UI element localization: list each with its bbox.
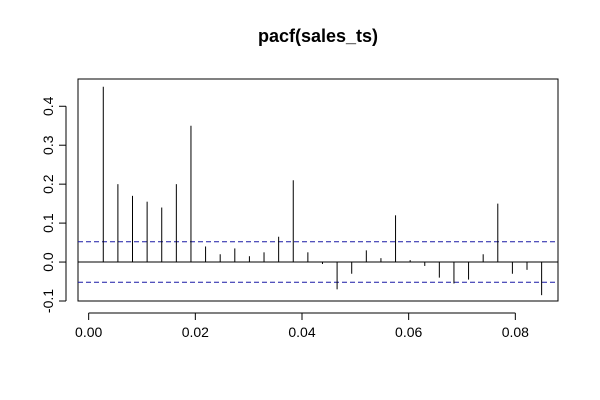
chart-title: pacf(sales_ts) — [258, 26, 378, 46]
y-tick-label: 0.0 — [40, 252, 56, 272]
y-tick-label: 0.2 — [40, 174, 56, 194]
y-tick-label: 0.3 — [40, 135, 56, 155]
plot-area: 0.00 0.02 0.04 0.06 0.08 -0.1 0.0 0.1 0.2 0.3 0.4 — [40, 78, 559, 340]
x-tick-label: 0.08 — [502, 324, 529, 340]
x-tick-label: 0.02 — [182, 324, 209, 340]
x-tick-label: 0.00 — [75, 324, 102, 340]
plot-frame — [77, 78, 559, 302]
y-tick-label: -0.1 — [40, 289, 56, 313]
x-tick-label: 0.04 — [288, 324, 315, 340]
y-tick-label: 0.4 — [40, 96, 56, 116]
x-tick-label: 0.06 — [395, 324, 422, 340]
y-tick-label: 0.1 — [40, 213, 56, 233]
